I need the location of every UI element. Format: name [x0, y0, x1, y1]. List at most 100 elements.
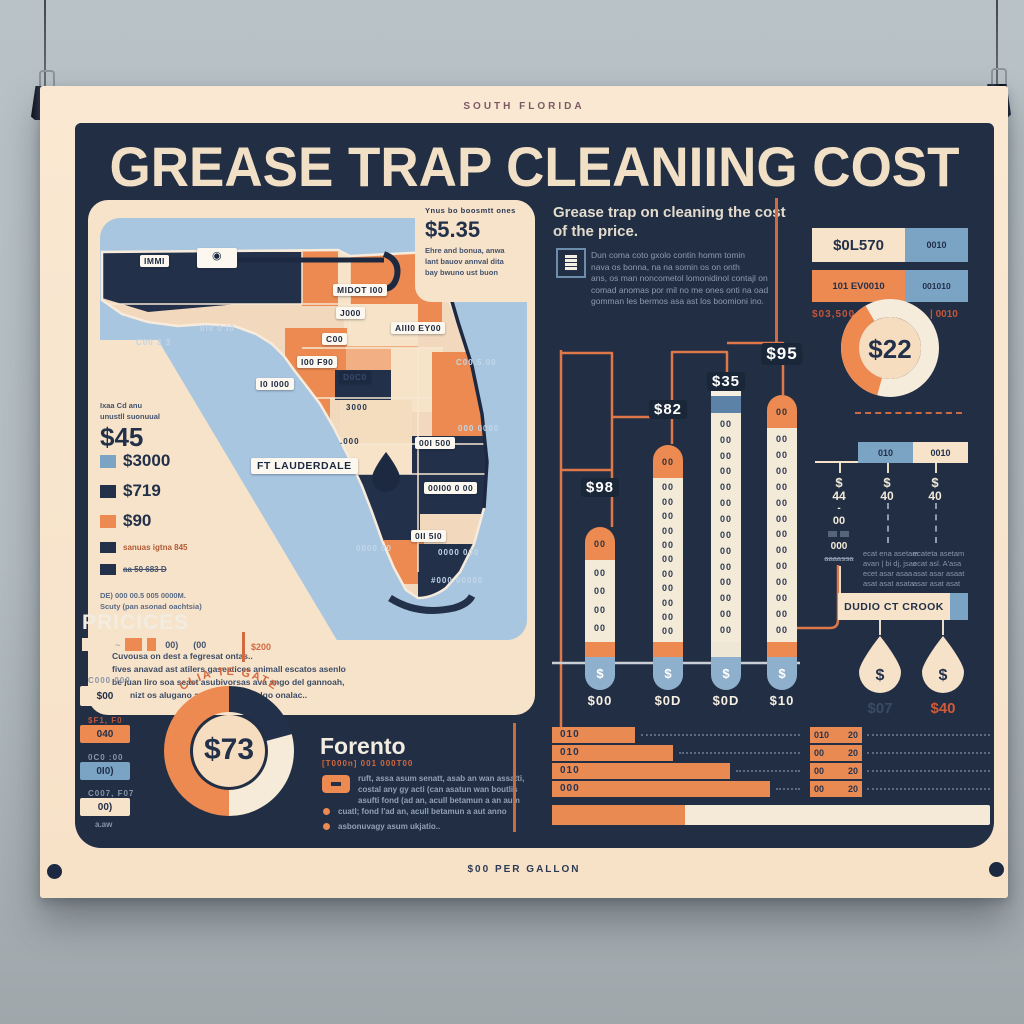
bar-row-value: 00: [661, 525, 674, 536]
stat-bar-row-1: $0L570 0010: [812, 228, 968, 262]
column-head-dollar: $: [931, 475, 939, 490]
dotted-leader: [736, 770, 800, 772]
column-head-value: 44: [832, 489, 846, 503]
price-caption: C000 000: [88, 676, 131, 685]
value-cell: 20: [847, 748, 858, 758]
bar-row-value: 00: [775, 545, 788, 556]
bullet-dot: [323, 823, 330, 830]
legend-row: $3000: [100, 451, 170, 471]
water-label: #000 00000: [431, 576, 484, 585]
bar-dollar-cap: $: [653, 657, 683, 690]
droplet-label: $40: [930, 700, 956, 717]
hbar-row: 010: [552, 763, 730, 779]
connector-line: [815, 461, 858, 463]
legend-row: $90: [100, 511, 151, 531]
column-strike: aaaassa: [824, 554, 854, 563]
price-caption: C007, F07: [88, 789, 135, 798]
map-label-chip: 00I00 0 00: [424, 482, 478, 494]
map-hook-glyph: [380, 251, 401, 293]
poster-top-label: SOUTH FLORIDA: [463, 101, 585, 112]
price-chip-cream: 00): [80, 798, 130, 816]
stat-cell: $0L570: [812, 228, 905, 262]
map-label-chip: J000: [336, 307, 365, 319]
bar-band: [653, 642, 683, 657]
bar-row-value: 00: [775, 624, 788, 635]
hbar-row: 010: [552, 745, 673, 761]
column-text: ecateta asetam ecat asl. A'asa asat asar a…: [913, 549, 965, 588]
bar-footer-label: $00: [587, 693, 613, 708]
prices-swatch-row: ~ 00) (00: [82, 638, 206, 651]
bar-row-value: 00: [719, 577, 732, 588]
info-kicker: Ynus bo boosmtt ones: [425, 206, 516, 215]
droplet-dollar: $: [939, 667, 948, 684]
bar-row-value: 00: [661, 583, 674, 594]
bar-dollar-cap: $: [585, 657, 615, 690]
land-text: .000: [340, 437, 360, 446]
column-dash: -: [837, 503, 841, 514]
tick: [839, 463, 841, 473]
binder-clip-handle-left: [39, 70, 55, 90]
swatch-label: (00: [193, 639, 207, 650]
value-pair-row: 00 20: [810, 763, 862, 779]
map-info-box: Ynus bo boosmtt ones $5.35 Ehre and bonu…: [415, 200, 535, 302]
land-text: 3000: [346, 403, 368, 412]
bar-body: 00 00 00 00: [585, 560, 615, 642]
dotted-leader: [641, 734, 800, 736]
map-chip-icon: ◉: [197, 248, 237, 268]
map-drop-icon: [372, 452, 400, 492]
tick: [935, 463, 937, 473]
stat-caption-left: $03,500: [812, 309, 856, 320]
dashed-stem: [935, 503, 937, 543]
map-label-chip-dark: D0C0: [339, 371, 371, 383]
value-pair-row: 00 20: [810, 781, 862, 797]
bar-row-value: 00: [719, 466, 732, 477]
forento-bullet-row: cuatl; fond l'ad an, acull betamun a aut…: [323, 807, 507, 816]
column-text: ecat ena asetam avan | bi dj, jsas ecet as…: [863, 549, 919, 588]
hanging-wire-left: [44, 0, 46, 90]
banner-end-segment: [950, 593, 968, 620]
bar-row-value: 00: [719, 545, 732, 556]
bar-row-value: 00: [593, 604, 606, 615]
legend-swatch: [100, 454, 116, 468]
bar-body: 00 00 00 00 00 00 00 00 00 00 00: [653, 478, 683, 642]
poster-title: GREASE TRAP CLEANIING COST: [109, 136, 960, 199]
bar-row-value: 00: [775, 529, 788, 540]
stat-cell: 0010: [905, 228, 968, 262]
map-panel: Ynus bo boosmtt ones $5.35 Ehre and bonu…: [88, 200, 535, 715]
stat-cell: 101 EV0010: [812, 270, 905, 302]
column-head-value: 40: [928, 489, 942, 503]
bar-row-value: 00: [719, 450, 732, 461]
bar-row-value: 00: [719, 561, 732, 572]
forento-bullet-row: asbonuvagy asum ukjatio..: [323, 822, 440, 831]
droplet-icon-1: $: [859, 636, 901, 693]
bar-row-value: 00: [719, 625, 732, 636]
bar-footer-label: $0D: [654, 693, 682, 708]
price-caption: $F1, F0: [88, 716, 123, 725]
legend-label: sanuas igtna 845: [123, 543, 188, 552]
bar-row-value: 00: [719, 418, 732, 429]
price-tail-note: a.aw: [95, 820, 113, 829]
bar-cap: 00: [767, 395, 797, 428]
forento-swatch-icon: [322, 775, 350, 793]
legend-label: $90: [123, 511, 152, 530]
bar-price-label: $82: [648, 400, 688, 419]
banner-label: DUDIO CT CROOK: [838, 593, 950, 620]
hbar-label: 010: [560, 729, 580, 740]
progress-bar: [552, 805, 990, 825]
tick: [887, 463, 889, 473]
bar-row-value: 00: [661, 568, 674, 579]
bar-row-value: 00: [719, 609, 732, 620]
bar-row-value: 00: [719, 482, 732, 493]
column-chip: 00: [832, 515, 846, 527]
thermometer-bar-1: 00 00 00 00 00 $: [585, 527, 615, 690]
swatch-cream: [82, 638, 110, 651]
map-label-chip: I00 F90: [297, 356, 338, 368]
bar-cap-top-strip: [711, 390, 741, 396]
bar-row-value: 00: [719, 529, 732, 540]
bar-row-value: 00: [661, 554, 674, 565]
legend-swatch: [100, 484, 116, 498]
donut-73-value: $73: [203, 733, 255, 766]
bar-row-value: 00: [775, 577, 788, 588]
corner-dot-left: [47, 864, 62, 879]
